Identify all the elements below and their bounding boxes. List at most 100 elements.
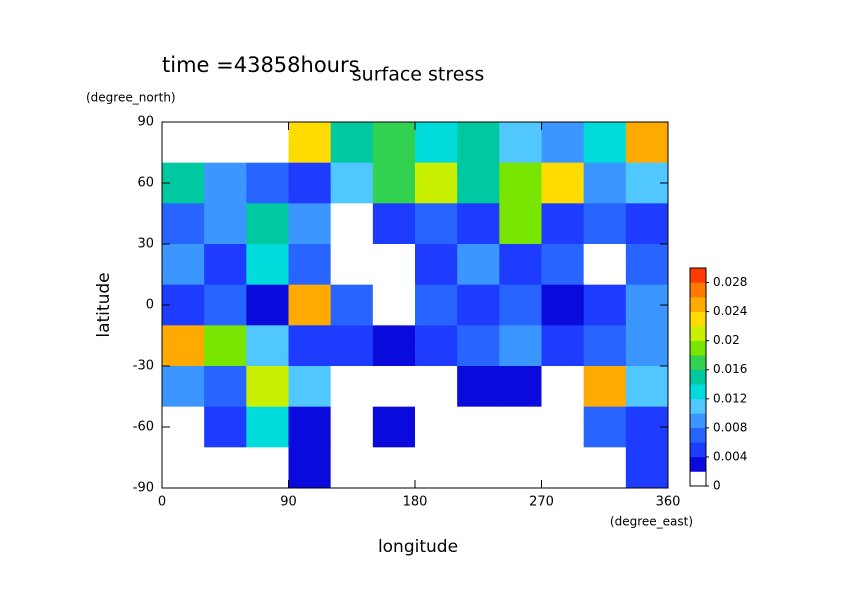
contour-cell xyxy=(162,203,205,245)
y-tick-label: -90 xyxy=(133,481,154,496)
colorbar-swatch xyxy=(690,413,706,429)
colorbar-swatch xyxy=(690,326,706,341)
contour-cell xyxy=(415,406,458,448)
contour-cell xyxy=(457,203,500,245)
contour-cell xyxy=(541,325,585,367)
contour-cell xyxy=(499,203,542,245)
colorbar-swatch xyxy=(690,384,706,400)
contour-cell xyxy=(372,406,416,448)
colorbar-tick-label: 0 xyxy=(713,479,721,493)
y-tick-label: 60 xyxy=(137,176,154,191)
y-tick-label: 0 xyxy=(146,298,154,313)
contour-cell xyxy=(541,447,585,489)
colorbar-swatch xyxy=(690,471,706,487)
x-tick-label: 270 xyxy=(529,495,554,510)
contour-cell xyxy=(162,325,205,367)
contour-cell xyxy=(457,366,500,408)
contour-cell xyxy=(372,366,416,408)
contour-cell xyxy=(457,447,500,489)
contour-cell xyxy=(204,203,247,245)
colorbar-tick-label: 0.02 xyxy=(713,333,740,347)
contour-cell xyxy=(583,366,627,408)
contour-cell xyxy=(583,447,627,489)
contour-cell xyxy=(246,284,289,326)
colorbar-tick-label: 0.016 xyxy=(713,362,747,376)
contour-cell xyxy=(583,325,627,367)
contour-cell xyxy=(330,366,374,408)
contour-cell xyxy=(372,203,416,245)
contour-cell xyxy=(204,122,247,164)
contour-cell xyxy=(288,203,332,245)
x-tick-label: 90 xyxy=(280,495,297,510)
contour-cell xyxy=(246,203,289,245)
contour-cell xyxy=(204,284,247,326)
contour-cell xyxy=(541,162,585,204)
contour-cell xyxy=(499,406,542,448)
chart-subtitle: time =43858hours xyxy=(162,53,360,77)
contour-cell xyxy=(457,325,500,367)
contour-cell xyxy=(204,406,247,448)
contour-cell xyxy=(246,122,289,164)
colorbar-swatch xyxy=(690,398,706,414)
contour-cell xyxy=(583,284,627,326)
contour-cell xyxy=(457,284,500,326)
contour-cell xyxy=(330,162,374,204)
colorbar-swatch xyxy=(690,456,706,472)
contour-cell xyxy=(372,325,416,367)
contour-cell xyxy=(288,284,332,326)
contour-cell xyxy=(457,406,500,448)
contour-cell xyxy=(541,203,585,245)
contour-cell xyxy=(625,447,669,489)
contour-cell xyxy=(330,447,374,489)
contour-cell xyxy=(541,244,585,286)
contour-cell xyxy=(288,325,332,367)
contour-cell xyxy=(288,366,332,408)
colorbar-frame xyxy=(689,267,707,487)
contour-cell xyxy=(330,325,374,367)
colorbar-tick-label: 0.024 xyxy=(713,304,747,318)
x-tick-label: 180 xyxy=(403,495,428,510)
contour-cell xyxy=(372,447,416,489)
contour-cell xyxy=(288,162,332,204)
colorbar-tick-label: 0.004 xyxy=(713,449,747,463)
contour-cell xyxy=(499,244,542,286)
contour-cell xyxy=(457,162,500,204)
contour-cell xyxy=(415,162,458,204)
y-tick-label: -30 xyxy=(133,359,154,374)
contour-cell xyxy=(499,284,542,326)
contour-cell xyxy=(372,122,416,164)
contour-cell xyxy=(246,162,289,204)
colorbar-tick-label: 0.028 xyxy=(713,275,747,289)
y-tick-label: 30 xyxy=(137,237,154,252)
contour-cell xyxy=(246,447,289,489)
contour-cell xyxy=(330,203,374,245)
contour-cell xyxy=(288,244,332,286)
contour-cell xyxy=(162,122,205,164)
colorbar-swatch xyxy=(690,340,706,356)
contour-cell xyxy=(330,122,374,164)
contour-cell xyxy=(246,244,289,286)
colorbar-tick-label: 0.008 xyxy=(713,420,747,434)
contour-cell xyxy=(583,406,627,448)
contour-cell xyxy=(162,366,205,408)
contour-cell xyxy=(499,366,542,408)
contour-cell xyxy=(372,284,416,326)
contour-cell xyxy=(625,325,669,367)
y-tick-label: -60 xyxy=(133,420,154,435)
chart-title: surface stress xyxy=(352,64,485,86)
contour-cell xyxy=(583,203,627,245)
contour-cell xyxy=(625,122,669,164)
contour-cell xyxy=(288,406,332,448)
colorbar-swatch xyxy=(690,355,706,371)
contour-cell xyxy=(541,406,585,448)
contour-cell xyxy=(541,366,585,408)
contour-cell xyxy=(499,122,542,164)
contour-cell xyxy=(415,284,458,326)
y-unit: (degree_north) xyxy=(86,91,176,105)
x-unit: (degree_east) xyxy=(610,515,693,529)
contour-cell xyxy=(415,325,458,367)
contour-cell xyxy=(162,244,205,286)
contour-cell xyxy=(204,325,247,367)
contour-cell xyxy=(415,447,458,489)
